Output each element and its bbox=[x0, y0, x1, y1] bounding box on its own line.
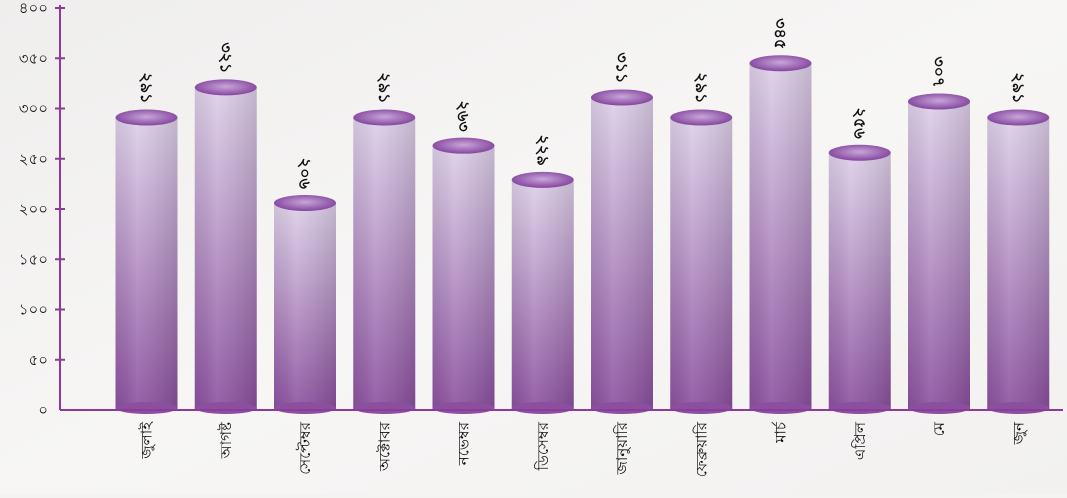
bar-base bbox=[749, 402, 812, 414]
bar bbox=[432, 137, 495, 414]
bar-base bbox=[987, 402, 1050, 414]
value-label: ২৯১ bbox=[1009, 72, 1028, 103]
value-label: ৩০৭ bbox=[930, 56, 949, 87]
bar-base bbox=[353, 402, 416, 414]
bar-cap bbox=[115, 109, 178, 126]
bar bbox=[908, 93, 970, 414]
axes bbox=[55, 5, 1063, 411]
x-tick-label: ফেব্রুয়ারি bbox=[692, 421, 710, 477]
bar-cap bbox=[353, 109, 416, 126]
bar-base bbox=[908, 402, 970, 414]
value-label: ২৯১ bbox=[692, 72, 711, 103]
x-tick-label: মার্চ bbox=[772, 421, 790, 444]
bars bbox=[115, 55, 1050, 414]
bar-base bbox=[115, 402, 178, 414]
bar bbox=[591, 89, 653, 414]
bar-cap bbox=[511, 171, 574, 188]
bar-shading bbox=[591, 97, 653, 410]
bar-cap bbox=[194, 79, 257, 96]
bar-base bbox=[828, 402, 891, 414]
bar bbox=[274, 194, 336, 414]
bar bbox=[115, 109, 178, 414]
x-tick-label: অক্টোবর bbox=[375, 421, 393, 472]
x-tick-label: মে bbox=[930, 421, 948, 436]
bar-shading bbox=[511, 179, 574, 410]
y-tick-label: ২০০ bbox=[19, 200, 48, 218]
bar-cap bbox=[828, 144, 891, 161]
bar-shading bbox=[194, 87, 257, 411]
value-label: ৩৪৫ bbox=[771, 18, 790, 49]
bar-base bbox=[432, 402, 495, 414]
bar bbox=[987, 109, 1050, 414]
bar-base bbox=[511, 402, 574, 414]
bar-shading bbox=[353, 117, 416, 411]
bar-cap bbox=[274, 194, 336, 211]
value-label: ২৬৩ bbox=[454, 100, 473, 132]
value-label: ২২৯ bbox=[533, 135, 552, 166]
bar bbox=[194, 79, 257, 414]
bar-shading bbox=[987, 117, 1050, 411]
value-label: ২৫৬ bbox=[850, 108, 869, 140]
x-tick-label: সেপ্টেম্বর bbox=[296, 421, 314, 475]
y-tick-label: ৩০০ bbox=[19, 100, 48, 118]
x-tick-label: নভেম্বর bbox=[455, 421, 473, 466]
bar-cap bbox=[432, 137, 495, 154]
bar-shading bbox=[670, 117, 733, 411]
bar bbox=[749, 55, 812, 414]
x-tick-label: জুন bbox=[1009, 421, 1027, 445]
bar-base bbox=[274, 402, 336, 414]
bar-cap bbox=[749, 55, 812, 72]
value-label: ৩২১ bbox=[216, 42, 235, 73]
x-tick-label: আগষ্ট bbox=[217, 421, 235, 459]
bar-shading bbox=[908, 101, 970, 410]
labels: ০ ৫০ ১০০ ১৫০ ২০০ ২৫০ ৩০০ ৩৫০ ৪০০ ২৯১ ৩২১ ২০৬ ২৯১ ২৬৩ ২… bbox=[19, 0, 1028, 477]
bar-base bbox=[670, 402, 733, 414]
bar bbox=[511, 171, 574, 414]
bar-shading bbox=[432, 145, 495, 410]
bar-cap bbox=[908, 93, 970, 110]
bar-shading bbox=[274, 202, 336, 410]
y-tick-label: ১০০ bbox=[19, 301, 48, 319]
bar bbox=[353, 109, 416, 414]
x-tick-label: এপ্রিল bbox=[851, 421, 869, 460]
y-tick-label: ১৫০ bbox=[19, 250, 48, 268]
value-label: ২৯১ bbox=[137, 72, 156, 103]
bar bbox=[828, 144, 891, 414]
bar-cap bbox=[987, 109, 1050, 126]
bar-base bbox=[194, 402, 257, 414]
bar-shading bbox=[828, 152, 891, 410]
bar-shading bbox=[115, 117, 178, 411]
x-tick-label: ডিসেম্বর bbox=[534, 421, 552, 471]
bar-base bbox=[591, 402, 653, 414]
x-tick-label: জানুয়ারি bbox=[613, 421, 631, 475]
y-tick-label: ৩৫০ bbox=[19, 49, 48, 67]
value-label: ৩১১ bbox=[613, 52, 632, 83]
bar-cap bbox=[591, 89, 653, 106]
x-tick-label: জুলাই bbox=[138, 421, 156, 460]
y-tick-label: ৪০০ bbox=[19, 0, 48, 17]
y-tick-label: ০ bbox=[38, 401, 48, 419]
value-label: ২০৬ bbox=[296, 158, 315, 190]
bar-cap bbox=[670, 109, 733, 126]
bar bbox=[670, 109, 733, 414]
value-label: ২৯১ bbox=[375, 72, 394, 103]
y-tick-label: ৫০ bbox=[29, 351, 49, 369]
y-tick-label: ২৫০ bbox=[19, 150, 48, 168]
bar-shading bbox=[749, 63, 812, 411]
